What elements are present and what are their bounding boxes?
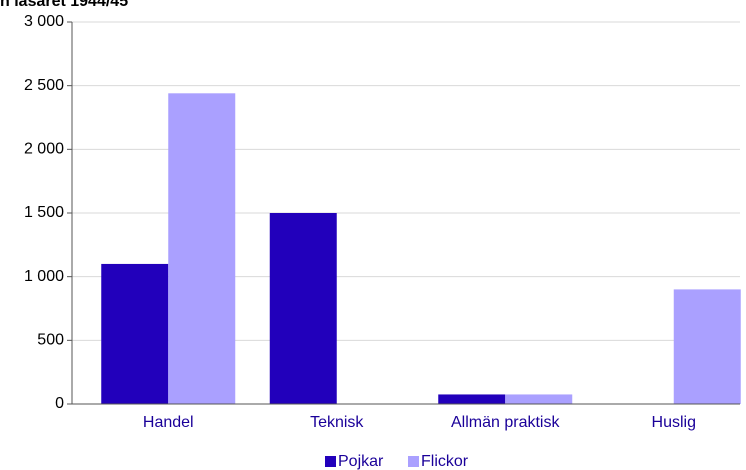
x-tick-label: Teknisk <box>310 414 364 431</box>
chart-title: n läsåret 1944/45 <box>0 0 128 10</box>
bar <box>269 213 337 404</box>
y-tick-label: 3 000 <box>24 13 64 30</box>
bar <box>673 289 741 404</box>
bar <box>438 394 506 404</box>
y-tick-label: 2 500 <box>24 77 64 94</box>
x-tick-label: Handel <box>143 414 194 431</box>
legend-swatch <box>325 456 336 467</box>
y-tick-label: 1 000 <box>24 268 64 285</box>
bar <box>168 93 236 404</box>
x-tick-label: Allmän praktisk <box>451 414 560 431</box>
y-tick-label: 1 500 <box>24 204 64 221</box>
y-tick-label: 500 <box>37 332 64 349</box>
legend-label: Flickor <box>421 453 469 470</box>
y-tick-label: 0 <box>55 395 64 412</box>
bar <box>505 394 573 404</box>
x-tick-label: Huslig <box>652 414 696 431</box>
legend-swatch <box>408 456 419 467</box>
legend-label: Pojkar <box>338 453 384 470</box>
y-tick-label: 2 000 <box>24 141 64 158</box>
bar <box>101 263 169 404</box>
